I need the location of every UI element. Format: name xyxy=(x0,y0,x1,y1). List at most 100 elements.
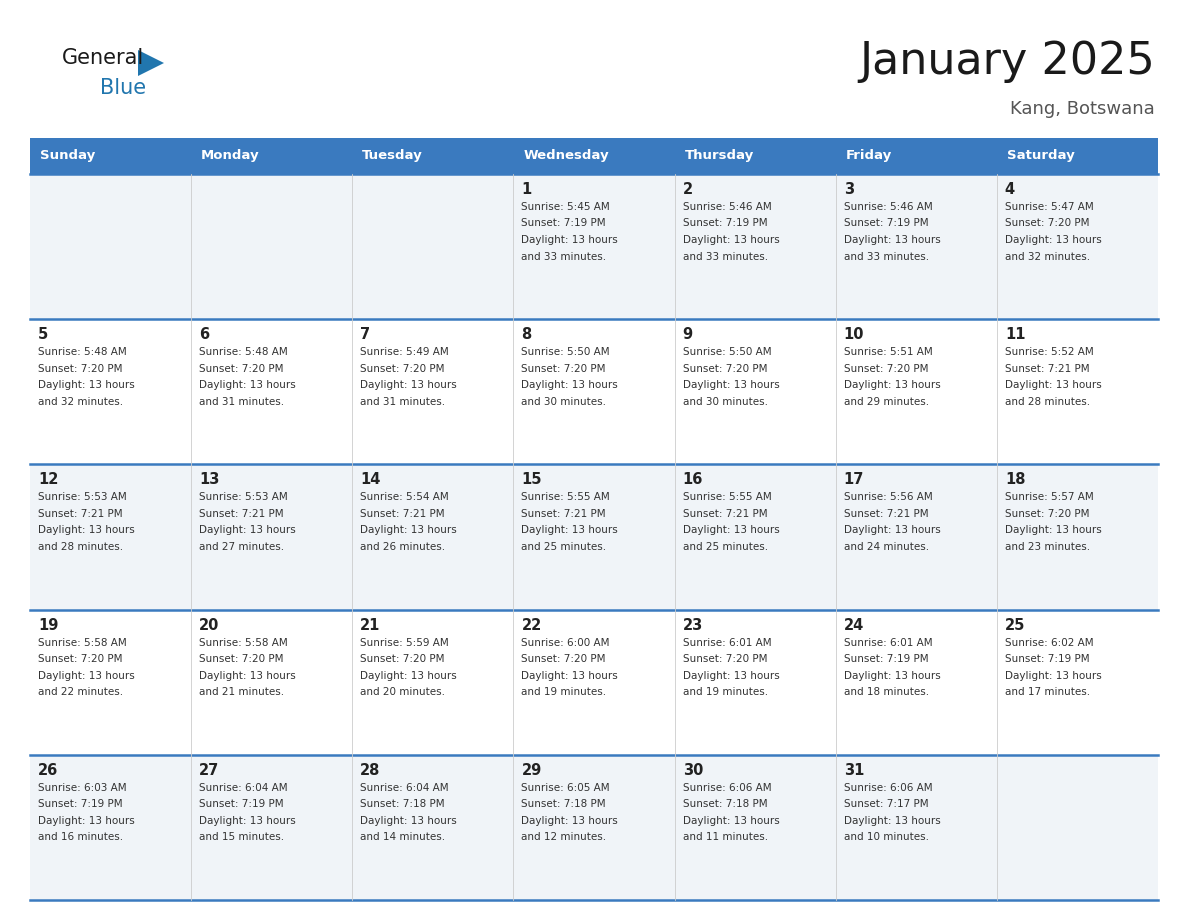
Text: 10: 10 xyxy=(843,327,864,342)
Text: 15: 15 xyxy=(522,473,542,487)
Text: 11: 11 xyxy=(1005,327,1025,342)
Text: and 33 minutes.: and 33 minutes. xyxy=(522,252,607,262)
Text: Sunset: 7:21 PM: Sunset: 7:21 PM xyxy=(683,509,767,519)
Text: and 33 minutes.: and 33 minutes. xyxy=(683,252,767,262)
Text: and 10 minutes.: and 10 minutes. xyxy=(843,833,929,843)
Text: Daylight: 13 hours: Daylight: 13 hours xyxy=(683,816,779,826)
Polygon shape xyxy=(138,50,164,76)
Bar xyxy=(30,174,1158,319)
Text: and 29 minutes.: and 29 minutes. xyxy=(843,397,929,407)
Text: 22: 22 xyxy=(522,618,542,633)
Text: Sunrise: 6:01 AM: Sunrise: 6:01 AM xyxy=(683,638,771,647)
Text: Sunrise: 6:06 AM: Sunrise: 6:06 AM xyxy=(843,783,933,793)
Text: Sunrise: 5:58 AM: Sunrise: 5:58 AM xyxy=(38,638,127,647)
Text: January 2025: January 2025 xyxy=(859,40,1155,83)
Text: and 23 minutes.: and 23 minutes. xyxy=(1005,542,1089,552)
Text: and 28 minutes.: and 28 minutes. xyxy=(1005,397,1089,407)
Text: Sunset: 7:17 PM: Sunset: 7:17 PM xyxy=(843,800,928,810)
Text: Sunrise: 5:53 AM: Sunrise: 5:53 AM xyxy=(38,492,127,502)
Text: Sunset: 7:20 PM: Sunset: 7:20 PM xyxy=(522,364,606,374)
Text: and 19 minutes.: and 19 minutes. xyxy=(683,687,767,697)
Text: and 11 minutes.: and 11 minutes. xyxy=(683,833,767,843)
Text: Sunrise: 5:51 AM: Sunrise: 5:51 AM xyxy=(843,347,933,357)
Text: Sunset: 7:20 PM: Sunset: 7:20 PM xyxy=(360,364,444,374)
Text: and 26 minutes.: and 26 minutes. xyxy=(360,542,446,552)
Text: Sunrise: 6:04 AM: Sunrise: 6:04 AM xyxy=(200,783,287,793)
Text: Sunset: 7:18 PM: Sunset: 7:18 PM xyxy=(683,800,767,810)
Text: 31: 31 xyxy=(843,763,864,778)
Text: General: General xyxy=(62,48,144,68)
Text: 25: 25 xyxy=(1005,618,1025,633)
Text: 13: 13 xyxy=(200,473,220,487)
Text: Sunrise: 5:49 AM: Sunrise: 5:49 AM xyxy=(360,347,449,357)
Text: Daylight: 13 hours: Daylight: 13 hours xyxy=(38,380,134,390)
Text: 14: 14 xyxy=(360,473,380,487)
Text: and 16 minutes.: and 16 minutes. xyxy=(38,833,124,843)
Text: Sunset: 7:20 PM: Sunset: 7:20 PM xyxy=(683,364,767,374)
Text: Blue: Blue xyxy=(100,78,146,98)
Text: Sunrise: 5:46 AM: Sunrise: 5:46 AM xyxy=(683,202,771,212)
Text: Daylight: 13 hours: Daylight: 13 hours xyxy=(843,525,941,535)
Text: Sunset: 7:20 PM: Sunset: 7:20 PM xyxy=(1005,509,1089,519)
Text: Monday: Monday xyxy=(201,150,260,162)
Text: Daylight: 13 hours: Daylight: 13 hours xyxy=(200,816,296,826)
Text: and 19 minutes.: and 19 minutes. xyxy=(522,687,607,697)
Text: Daylight: 13 hours: Daylight: 13 hours xyxy=(1005,235,1101,245)
Text: Daylight: 13 hours: Daylight: 13 hours xyxy=(1005,671,1101,680)
Text: Daylight: 13 hours: Daylight: 13 hours xyxy=(360,816,457,826)
Text: Sunset: 7:19 PM: Sunset: 7:19 PM xyxy=(522,218,606,229)
Text: 19: 19 xyxy=(38,618,58,633)
Text: and 24 minutes.: and 24 minutes. xyxy=(843,542,929,552)
Text: Daylight: 13 hours: Daylight: 13 hours xyxy=(522,235,618,245)
Text: Sunset: 7:21 PM: Sunset: 7:21 PM xyxy=(38,509,122,519)
Text: 26: 26 xyxy=(38,763,58,778)
Text: Sunset: 7:18 PM: Sunset: 7:18 PM xyxy=(360,800,446,810)
Text: Sunrise: 5:54 AM: Sunrise: 5:54 AM xyxy=(360,492,449,502)
Text: 4: 4 xyxy=(1005,182,1015,197)
Text: and 25 minutes.: and 25 minutes. xyxy=(683,542,767,552)
Bar xyxy=(30,138,1158,174)
Text: Daylight: 13 hours: Daylight: 13 hours xyxy=(200,671,296,680)
Text: 8: 8 xyxy=(522,327,532,342)
Text: Sunrise: 6:06 AM: Sunrise: 6:06 AM xyxy=(683,783,771,793)
Text: Sunrise: 5:55 AM: Sunrise: 5:55 AM xyxy=(683,492,771,502)
Text: and 28 minutes.: and 28 minutes. xyxy=(38,542,124,552)
Text: 24: 24 xyxy=(843,618,864,633)
Text: Sunrise: 5:59 AM: Sunrise: 5:59 AM xyxy=(360,638,449,647)
Text: and 12 minutes.: and 12 minutes. xyxy=(522,833,607,843)
Text: and 30 minutes.: and 30 minutes. xyxy=(522,397,606,407)
Text: Sunrise: 5:57 AM: Sunrise: 5:57 AM xyxy=(1005,492,1094,502)
Text: Sunrise: 5:45 AM: Sunrise: 5:45 AM xyxy=(522,202,611,212)
Text: Daylight: 13 hours: Daylight: 13 hours xyxy=(683,671,779,680)
Text: Tuesday: Tuesday xyxy=(362,150,423,162)
Text: Sunset: 7:21 PM: Sunset: 7:21 PM xyxy=(200,509,284,519)
Text: and 15 minutes.: and 15 minutes. xyxy=(200,833,284,843)
Text: and 32 minutes.: and 32 minutes. xyxy=(38,397,124,407)
Text: Daylight: 13 hours: Daylight: 13 hours xyxy=(522,525,618,535)
Text: Sunset: 7:19 PM: Sunset: 7:19 PM xyxy=(843,655,928,664)
Text: Sunrise: 6:04 AM: Sunrise: 6:04 AM xyxy=(360,783,449,793)
Text: Sunrise: 5:47 AM: Sunrise: 5:47 AM xyxy=(1005,202,1094,212)
Text: and 30 minutes.: and 30 minutes. xyxy=(683,397,767,407)
Bar xyxy=(30,319,1158,465)
Text: 5: 5 xyxy=(38,327,49,342)
Text: and 33 minutes.: and 33 minutes. xyxy=(843,252,929,262)
Text: Sunset: 7:18 PM: Sunset: 7:18 PM xyxy=(522,800,606,810)
Text: 6: 6 xyxy=(200,327,209,342)
Text: Sunrise: 6:02 AM: Sunrise: 6:02 AM xyxy=(1005,638,1093,647)
Text: 17: 17 xyxy=(843,473,864,487)
Text: Daylight: 13 hours: Daylight: 13 hours xyxy=(38,816,134,826)
Text: and 25 minutes.: and 25 minutes. xyxy=(522,542,607,552)
Text: Sunday: Sunday xyxy=(40,150,95,162)
Text: Sunset: 7:19 PM: Sunset: 7:19 PM xyxy=(38,800,122,810)
Text: 29: 29 xyxy=(522,763,542,778)
Text: Daylight: 13 hours: Daylight: 13 hours xyxy=(843,671,941,680)
Text: Sunset: 7:21 PM: Sunset: 7:21 PM xyxy=(1005,364,1089,374)
Text: Daylight: 13 hours: Daylight: 13 hours xyxy=(843,380,941,390)
Text: Sunrise: 5:48 AM: Sunrise: 5:48 AM xyxy=(200,347,287,357)
Text: Sunrise: 6:05 AM: Sunrise: 6:05 AM xyxy=(522,783,611,793)
Text: Sunrise: 6:03 AM: Sunrise: 6:03 AM xyxy=(38,783,127,793)
Text: Sunset: 7:20 PM: Sunset: 7:20 PM xyxy=(200,655,284,664)
Text: Sunrise: 5:56 AM: Sunrise: 5:56 AM xyxy=(843,492,933,502)
Text: Friday: Friday xyxy=(846,150,892,162)
